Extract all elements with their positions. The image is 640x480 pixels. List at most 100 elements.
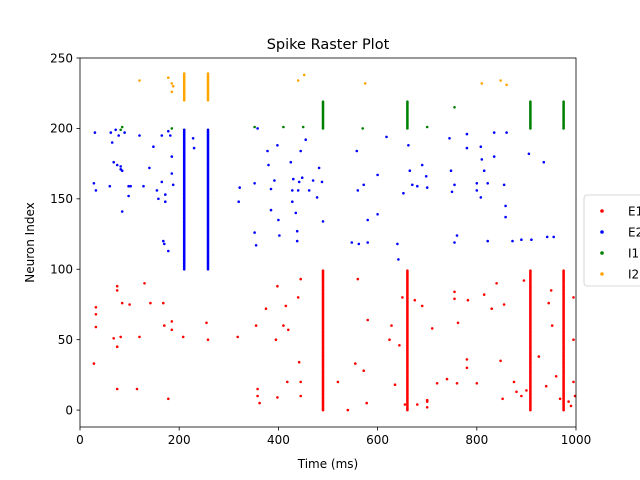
x-tick-label: 200 [168,433,191,447]
spike-point-I1 [282,125,285,129]
spike-point-E2 [545,235,549,239]
spike-point-E2 [120,210,124,213]
spike-point-E1 [336,380,340,384]
spike-point-I2 [499,79,502,82]
spike-point-E2 [171,183,175,187]
spike-point-E1 [537,355,541,358]
spike-point-I1 [562,100,565,103]
spike-point-I1 [425,125,429,129]
spike-point-E2 [267,163,270,167]
spike-point-E1 [435,382,439,385]
spike-point-E1 [236,335,239,339]
spike-point-E1 [522,279,526,282]
spike-point-E2 [320,180,324,184]
spike-point-E2 [238,186,241,189]
spike-point-E2 [167,129,170,133]
spike-point-E1 [430,327,434,330]
spike-point-E1 [466,298,470,302]
spike-point-E2 [109,131,113,134]
spike-point-E1 [115,345,119,349]
spike-point-E2 [253,182,256,185]
spike-point-E2 [480,158,484,161]
spike-point-I2 [296,79,300,82]
spike-point-E2 [530,238,533,241]
spike-point-E2 [295,229,299,233]
spike-point-I1 [253,125,256,129]
spike-point-E2 [425,186,429,189]
spike-point-E2 [465,132,469,136]
spike-point-E1 [501,397,504,401]
spike-point-E2 [92,182,96,185]
spike-point-E2 [385,135,388,139]
legend-marker [600,209,604,213]
spike-point-E2 [355,149,359,153]
spike-point-E2 [366,218,370,222]
spike-point-E1 [515,390,518,394]
spike-point-I1 [301,125,305,129]
spike-point-E2 [277,218,280,222]
spike-point-E1 [356,277,360,281]
spike-point-E1 [520,394,523,398]
spike-point-E1 [256,394,259,398]
spike-point-E2 [416,184,419,188]
spike-point-E2 [492,155,496,158]
x-axis-label: Time (ms) [297,457,359,471]
spike-point-E2 [256,127,259,130]
spike-point-E1 [254,324,258,327]
spike-point-E1 [274,338,278,342]
spike-point-I2 [480,82,484,85]
spike-point-E1 [390,324,393,327]
spike-point-E1 [115,284,119,288]
spike-point-E2 [108,184,112,188]
spike-point-E1 [401,296,404,299]
spike-point-E2 [397,258,400,261]
spike-point-E2 [424,175,428,178]
x-tick-label: 0 [76,433,84,447]
legend-marker [600,251,604,255]
spike-point-E1 [163,324,166,327]
spike-point-I2 [206,72,210,75]
spike-point-E1 [453,297,456,301]
spike-point-E2 [505,131,508,134]
spike-point-E2 [157,197,160,201]
spike-point-E2 [129,184,132,188]
spike-point-E2 [475,189,479,192]
spike-point-E1 [297,360,301,364]
spike-point-E1 [276,396,279,399]
y-tick-label: 50 [58,333,73,347]
spike-point-E2 [142,184,145,188]
spike-point-E1 [346,408,350,412]
spike-point-E2 [127,194,130,198]
spike-point-E1 [181,335,185,339]
spike-point-E2 [160,180,164,184]
spike-point-I2 [182,72,186,75]
spike-point-E2 [407,144,410,147]
spike-point-E2 [408,169,412,172]
spike-point-E2 [296,189,300,192]
spike-point-E1 [205,321,208,325]
spike-point-E2 [112,160,115,164]
spike-point-E1 [296,296,300,299]
spike-point-E2 [119,165,122,168]
spike-point-E1 [456,321,460,325]
spike-point-E1 [128,303,131,306]
spike-point-E2 [465,146,469,150]
spike-point-E2 [511,239,514,243]
spike-point-E1 [393,383,397,387]
spike-point-E2 [552,235,555,239]
spike-point-E1 [135,387,139,391]
spike-point-E1 [547,301,550,305]
spike-point-E2 [449,169,453,172]
spike-point-E2 [206,128,210,132]
spike-point-I2 [171,84,175,88]
spike-point-E2 [448,137,451,140]
spike-point-I2 [167,76,170,79]
legend-marker [600,230,604,234]
spike-point-E2 [273,179,276,182]
spike-point-E2 [376,213,379,216]
spike-point-E1 [413,298,417,302]
spike-point-E1 [558,397,562,401]
spike-point-E1 [284,304,288,308]
legend-marker [600,272,604,276]
spike-point-E2 [119,168,122,171]
